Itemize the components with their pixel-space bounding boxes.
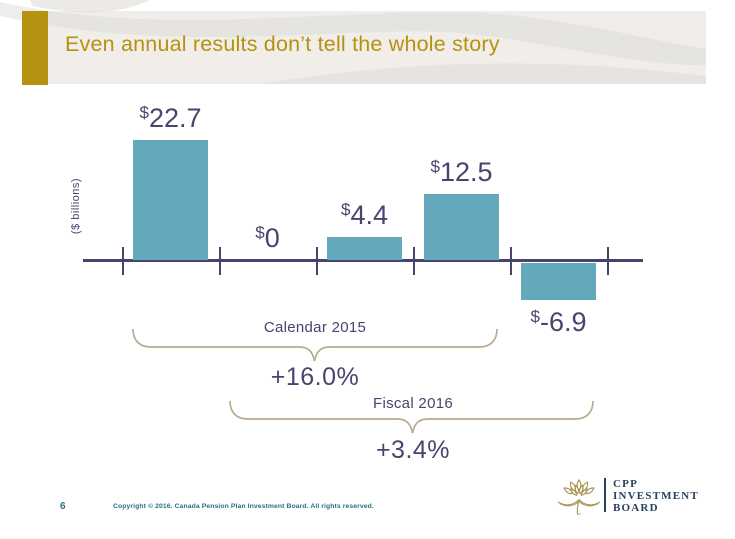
bar xyxy=(521,263,596,300)
axis-tick xyxy=(122,247,124,275)
bar-amount: 22.7 xyxy=(148,103,202,133)
logo-divider xyxy=(604,478,606,512)
axis-tick xyxy=(316,247,318,275)
copyright-text: Copyright © 2016. Canada Pension Plan In… xyxy=(113,503,374,510)
currency-sign: $ xyxy=(139,103,149,122)
currency-sign: $ xyxy=(430,157,440,176)
bar-value-label: $22.7 xyxy=(122,103,219,134)
bar-amount: -6.9 xyxy=(539,307,587,337)
currency-sign: $ xyxy=(530,307,540,326)
y-axis-label: ($ billions) xyxy=(70,177,82,235)
bar xyxy=(133,140,208,260)
axis-tick xyxy=(413,247,415,275)
bar-group: $22.7 xyxy=(122,0,219,539)
bar-amount: 0 xyxy=(264,223,280,253)
bar-group: $0 xyxy=(219,0,316,539)
calendar-2015-return: +16.0% xyxy=(270,363,360,391)
bar-value-label: $12.5 xyxy=(413,157,510,188)
logo-line-1: CPP xyxy=(613,478,638,490)
bar-value-label: $4.4 xyxy=(316,200,413,231)
bar xyxy=(424,194,499,260)
bar-value-label: $0 xyxy=(219,223,316,254)
axis-tick xyxy=(607,247,609,275)
slide-title: Even annual results don’t tell the whole… xyxy=(65,32,500,56)
currency-sign: $ xyxy=(340,200,351,219)
logo-line-2: INVESTMENT xyxy=(613,490,699,502)
axis-tick xyxy=(510,247,512,275)
fiscal-2016-return: +3.4% xyxy=(375,436,451,464)
logo-line-3: BOARD xyxy=(613,502,659,514)
bar-group: $-6.9 xyxy=(510,0,607,539)
logo-wordmark: CPP INVESTMENT BOARD xyxy=(613,478,699,514)
x-axis-line xyxy=(83,259,643,262)
title-accent-square xyxy=(22,11,48,85)
axis-tick xyxy=(219,247,221,275)
fiscal-2016-label: Fiscal 2016 xyxy=(372,395,453,412)
bar-value-label: $-6.9 xyxy=(510,307,607,338)
bar xyxy=(327,237,402,260)
page-number: 6 xyxy=(60,501,66,512)
calendar-2015-label: Calendar 2015 xyxy=(263,319,367,336)
currency-sign: $ xyxy=(255,223,265,242)
cppib-thistle-icon xyxy=(557,479,601,515)
cpp-investment-board-logo: CPP INVESTMENT BOARD xyxy=(556,476,706,518)
bar-amount: 4.4 xyxy=(350,200,388,230)
bar-amount: 12.5 xyxy=(439,157,493,187)
